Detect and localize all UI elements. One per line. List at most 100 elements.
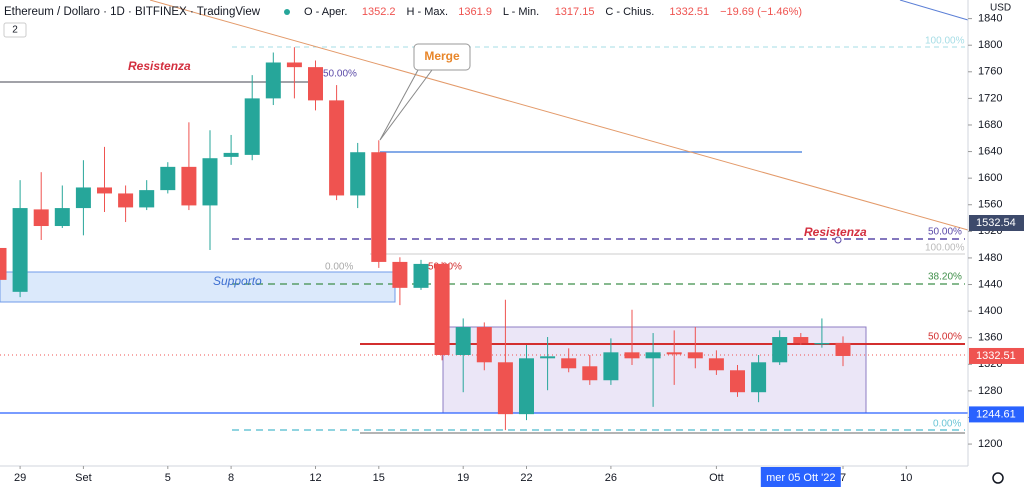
y-tick-label: 1760 xyxy=(978,66,1002,78)
candle-body xyxy=(814,343,830,345)
ohlc-value: 1361.9 xyxy=(458,6,492,18)
trend-line xyxy=(149,0,969,231)
axis-labels: 1200124012801320136014001440148015201560… xyxy=(14,13,1024,487)
change: −19.69 (−1.46%) xyxy=(720,6,802,18)
y-tick-label: 1200 xyxy=(978,438,1002,450)
fib-label: 100.00% xyxy=(925,36,965,47)
candle-body xyxy=(244,98,260,155)
ohlc-value: 1352.2 xyxy=(362,6,396,18)
fib-label: 50.00% xyxy=(928,227,962,238)
candle-body xyxy=(708,358,724,371)
candle-body xyxy=(730,370,745,393)
candle-body xyxy=(434,263,450,355)
x-tick-label: 15 xyxy=(373,472,385,484)
candle-body xyxy=(455,327,471,355)
annotation: Supporto xyxy=(213,274,262,288)
candle-body xyxy=(519,358,534,415)
x-tick-label: 26 xyxy=(605,472,617,484)
time-axis xyxy=(0,466,1024,488)
candle-body xyxy=(835,342,851,356)
candle-body xyxy=(687,352,703,359)
callout-pointer xyxy=(379,69,433,141)
candle-body xyxy=(413,263,429,288)
candle-body xyxy=(666,352,682,355)
candle-body xyxy=(603,352,619,381)
fib-label: 100.00% xyxy=(925,243,965,254)
status-dot xyxy=(284,9,290,15)
candle-body xyxy=(497,362,513,415)
y-tick-label: 1280 xyxy=(978,385,1002,397)
price-axis xyxy=(968,0,1024,466)
currency: USD xyxy=(990,3,1011,14)
candle-body xyxy=(329,100,345,196)
price-tag-label: 1332.51 xyxy=(976,350,1016,362)
candle-body xyxy=(223,152,239,157)
x-tick-label: 19 xyxy=(457,472,469,484)
y-tick-label: 1360 xyxy=(978,332,1002,344)
fib-label: 50.00% xyxy=(928,332,962,343)
y-tick-label: 1480 xyxy=(978,252,1002,264)
y-tick-label: 1640 xyxy=(978,145,1002,157)
fib-label: 0.00% xyxy=(933,419,961,430)
x-tick-label: 7 xyxy=(840,472,846,484)
callout-text: Merge xyxy=(424,49,460,63)
y-tick-label: 1560 xyxy=(978,199,1002,211)
indicator-count: 2 xyxy=(12,25,18,36)
price-tag-label: 1244.61 xyxy=(976,408,1016,420)
candle-body xyxy=(793,337,809,344)
candle-body xyxy=(139,190,155,208)
ohlc-label: H - Max. xyxy=(407,6,449,18)
price-tag xyxy=(969,215,1024,232)
ohlc-value: 1332.51 xyxy=(669,6,709,18)
y-tick-label: 1840 xyxy=(978,13,1002,25)
candle-body xyxy=(308,67,323,101)
annotation: Resistenza xyxy=(804,225,867,239)
y-tick-label: 1440 xyxy=(978,278,1002,290)
crosshair-tag xyxy=(760,467,841,487)
callout-pointer xyxy=(379,69,419,141)
ohlc-label: C - Chius. xyxy=(605,6,654,18)
price-tag xyxy=(969,406,1024,423)
fib-label: 38.20% xyxy=(928,272,962,283)
callout-box xyxy=(413,43,471,71)
trend-line xyxy=(899,0,969,21)
y-tick-label: 1720 xyxy=(978,92,1002,104)
x-tick-label: Set xyxy=(75,472,92,484)
candle-body xyxy=(540,356,556,359)
candle-body xyxy=(160,166,176,191)
fib-label: 50.00% xyxy=(323,69,357,80)
candle-body xyxy=(624,352,640,359)
x-tick-label: 10 xyxy=(900,472,912,484)
candle-body xyxy=(392,261,408,288)
annotation: Resistenza xyxy=(128,59,191,73)
support-zone xyxy=(0,271,396,303)
candle-body xyxy=(75,187,91,209)
indicator-toggle[interactable] xyxy=(3,22,27,38)
y-tick-label: 1400 xyxy=(978,305,1002,317)
candle-body xyxy=(265,62,281,99)
candle-body xyxy=(772,337,788,363)
ohlc-value: 1317.15 xyxy=(555,6,595,18)
y-tick-label: 1680 xyxy=(978,119,1002,131)
candle-body xyxy=(118,193,134,208)
candle-body xyxy=(54,208,70,227)
settings-icon[interactable] xyxy=(992,472,1004,484)
y-tick-label: 1600 xyxy=(978,172,1002,184)
candle-body xyxy=(181,166,197,206)
candle-body xyxy=(97,187,112,194)
candle-body xyxy=(12,208,28,292)
y-tick-label: 1800 xyxy=(978,39,1002,51)
candle-body xyxy=(476,327,492,363)
candle-body xyxy=(33,209,49,227)
candle-body xyxy=(371,152,387,262)
candle-body xyxy=(751,362,767,393)
candle-body xyxy=(645,352,661,359)
candle-body xyxy=(286,62,302,68)
x-tick-label: 5 xyxy=(165,472,171,484)
ohlc-label: O - Aper. xyxy=(304,6,347,18)
x-tick-label: Ott xyxy=(709,472,724,484)
candle-body xyxy=(350,152,366,196)
x-tick-label: 29 xyxy=(14,472,26,484)
